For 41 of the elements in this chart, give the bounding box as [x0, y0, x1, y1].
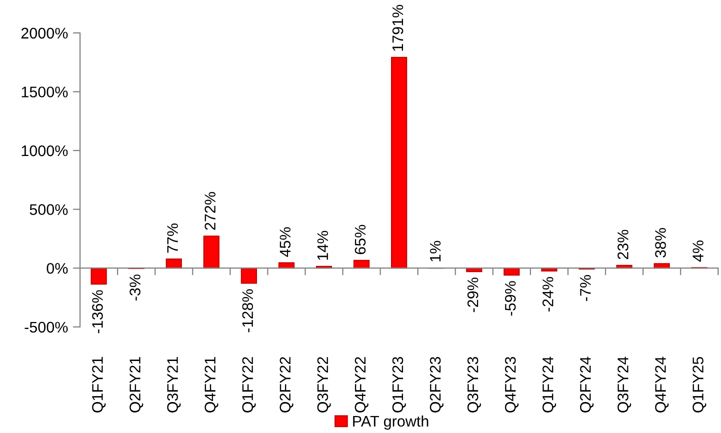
- data-label: -136%: [92, 290, 103, 334]
- y-tick-label: 500%: [30, 204, 68, 215]
- data-label: 14%: [317, 230, 328, 260]
- x-tick-label: Q2FY23: [430, 356, 444, 412]
- x-tick-label: Q1FY21: [92, 357, 106, 412]
- data-label: -29%: [467, 278, 478, 312]
- x-tick-label: Q3FY22: [317, 357, 331, 412]
- x-tick-label: Q2FY22: [280, 357, 294, 412]
- x-tick-label: Q3FY21: [167, 357, 181, 412]
- y-tick-label: 1000%: [22, 145, 68, 156]
- data-label: -3%: [130, 274, 140, 301]
- x-tick-label: Q4FY24: [655, 356, 669, 412]
- y-tick-label: 1500%: [22, 86, 68, 98]
- y-tick-label: -500%: [24, 322, 68, 333]
- y-tick-label: 0%: [46, 262, 68, 274]
- x-tick-label: Q3FY23: [467, 356, 481, 412]
- x-tick-label: Q1FY22: [242, 357, 256, 412]
- data-label: 1791%: [392, 4, 404, 51]
- x-tick-label: Q1FY24: [542, 356, 556, 412]
- data-label: 45%: [280, 227, 291, 257]
- legend-label: PAT growth: [353, 415, 428, 430]
- x-tick-label: Q2FY24: [580, 356, 594, 412]
- data-label: -24%: [542, 277, 554, 312]
- data-label: -7%: [580, 275, 591, 301]
- data-label: 272%: [204, 192, 216, 230]
- x-tick-label: Q4FY22: [354, 357, 368, 412]
- data-label: 77%: [167, 223, 178, 253]
- data-label: 1%: [430, 240, 441, 262]
- data-label: -59%: [504, 281, 516, 316]
- data-label: -128%: [242, 289, 254, 332]
- x-tick-label: Q4FY21: [204, 357, 218, 412]
- x-tick-label: Q4FY23: [504, 356, 519, 412]
- data-label: 23%: [618, 230, 628, 260]
- data-label: 4%: [692, 240, 704, 262]
- y-tick-label: 2000%: [21, 28, 68, 39]
- data-label: 65%: [354, 224, 366, 254]
- x-tick-label: Q3FY24: [618, 356, 632, 412]
- x-tick-label: Q1FY25: [692, 356, 706, 412]
- x-tick-label: Q2FY21: [130, 357, 144, 412]
- data-label: 38%: [655, 228, 666, 258]
- x-tick-label: Q1FY23: [392, 356, 406, 412]
